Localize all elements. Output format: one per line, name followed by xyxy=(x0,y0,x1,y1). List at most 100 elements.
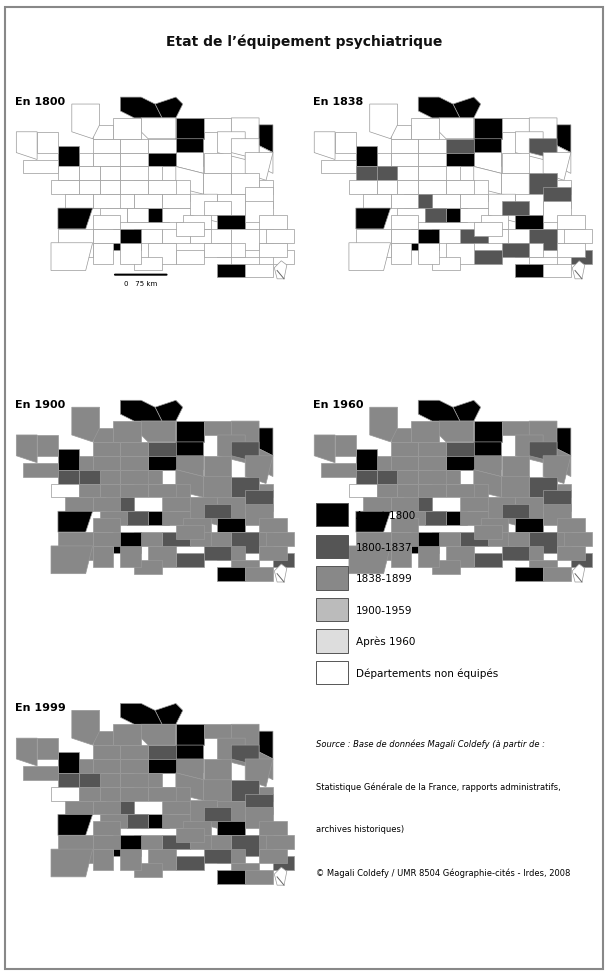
Polygon shape xyxy=(162,786,190,808)
Polygon shape xyxy=(120,98,162,119)
Text: Après 1960: Après 1960 xyxy=(356,636,416,647)
Polygon shape xyxy=(134,801,162,815)
Polygon shape xyxy=(114,725,141,745)
Polygon shape xyxy=(51,849,92,877)
Polygon shape xyxy=(218,519,245,532)
Polygon shape xyxy=(79,153,92,167)
Polygon shape xyxy=(460,230,488,243)
Polygon shape xyxy=(314,436,335,463)
Polygon shape xyxy=(390,546,412,568)
Polygon shape xyxy=(259,126,273,153)
Polygon shape xyxy=(370,105,398,140)
Polygon shape xyxy=(453,98,481,119)
Polygon shape xyxy=(460,209,488,223)
Polygon shape xyxy=(58,835,92,863)
Polygon shape xyxy=(176,167,204,195)
Polygon shape xyxy=(92,140,120,153)
Text: 0   75 km: 0 75 km xyxy=(124,281,157,287)
Polygon shape xyxy=(79,470,100,484)
Polygon shape xyxy=(79,181,100,195)
Polygon shape xyxy=(231,863,259,877)
Polygon shape xyxy=(134,195,162,209)
Polygon shape xyxy=(529,230,557,250)
Polygon shape xyxy=(51,243,92,272)
Polygon shape xyxy=(16,133,37,160)
Polygon shape xyxy=(100,484,120,498)
Polygon shape xyxy=(176,443,204,470)
Polygon shape xyxy=(79,786,100,801)
Polygon shape xyxy=(23,160,58,174)
Polygon shape xyxy=(204,202,231,216)
Polygon shape xyxy=(529,422,557,449)
Polygon shape xyxy=(259,752,273,780)
Polygon shape xyxy=(100,470,120,484)
Polygon shape xyxy=(502,532,529,546)
Polygon shape xyxy=(134,257,162,272)
Polygon shape xyxy=(114,230,141,250)
Polygon shape xyxy=(106,498,134,512)
Polygon shape xyxy=(418,470,446,484)
Polygon shape xyxy=(204,532,231,546)
Polygon shape xyxy=(231,532,259,553)
Polygon shape xyxy=(474,526,502,539)
Polygon shape xyxy=(432,257,460,272)
Polygon shape xyxy=(106,195,134,209)
Polygon shape xyxy=(349,243,390,272)
Polygon shape xyxy=(439,209,467,223)
Polygon shape xyxy=(390,443,418,456)
Polygon shape xyxy=(502,230,529,243)
Polygon shape xyxy=(418,153,446,167)
Polygon shape xyxy=(543,505,571,526)
Polygon shape xyxy=(134,470,162,484)
Polygon shape xyxy=(274,868,287,885)
Polygon shape xyxy=(231,257,259,272)
Polygon shape xyxy=(543,230,571,243)
Polygon shape xyxy=(439,119,474,140)
Polygon shape xyxy=(176,745,204,773)
Polygon shape xyxy=(176,223,204,236)
Polygon shape xyxy=(204,505,231,519)
Polygon shape xyxy=(114,422,141,443)
Polygon shape xyxy=(273,250,294,265)
Polygon shape xyxy=(100,815,127,828)
Text: Avant 1800: Avant 1800 xyxy=(356,510,415,521)
Polygon shape xyxy=(134,863,162,877)
Polygon shape xyxy=(92,759,120,773)
Polygon shape xyxy=(460,195,488,209)
Polygon shape xyxy=(148,849,176,871)
Text: En 1900: En 1900 xyxy=(15,400,65,409)
Polygon shape xyxy=(398,484,418,498)
Polygon shape xyxy=(439,422,474,443)
Polygon shape xyxy=(120,745,148,759)
Text: Source : Base de données Magali Coldefy (à partir de :: Source : Base de données Magali Coldefy … xyxy=(316,739,545,748)
Polygon shape xyxy=(390,532,418,546)
Polygon shape xyxy=(120,849,141,871)
Polygon shape xyxy=(100,167,120,181)
Polygon shape xyxy=(176,553,204,568)
Polygon shape xyxy=(356,230,390,257)
Polygon shape xyxy=(390,195,418,209)
Polygon shape xyxy=(92,822,120,835)
Polygon shape xyxy=(398,512,425,526)
Polygon shape xyxy=(314,133,335,160)
Polygon shape xyxy=(543,265,571,278)
Text: Statistique Générale de la France, rapports administratifs,: Statistique Générale de la France, rappo… xyxy=(316,782,561,791)
Polygon shape xyxy=(127,815,148,828)
Polygon shape xyxy=(134,560,162,574)
Polygon shape xyxy=(432,498,460,512)
Polygon shape xyxy=(572,565,585,582)
Polygon shape xyxy=(474,456,502,477)
Polygon shape xyxy=(176,119,204,140)
Polygon shape xyxy=(72,710,100,745)
Polygon shape xyxy=(204,243,231,257)
Polygon shape xyxy=(543,153,571,181)
Polygon shape xyxy=(148,745,176,759)
Polygon shape xyxy=(120,181,148,195)
Polygon shape xyxy=(516,546,543,560)
Polygon shape xyxy=(488,195,516,223)
Polygon shape xyxy=(418,401,460,422)
Polygon shape xyxy=(432,230,460,243)
Polygon shape xyxy=(106,801,134,815)
Polygon shape xyxy=(363,498,390,512)
Polygon shape xyxy=(245,491,273,512)
